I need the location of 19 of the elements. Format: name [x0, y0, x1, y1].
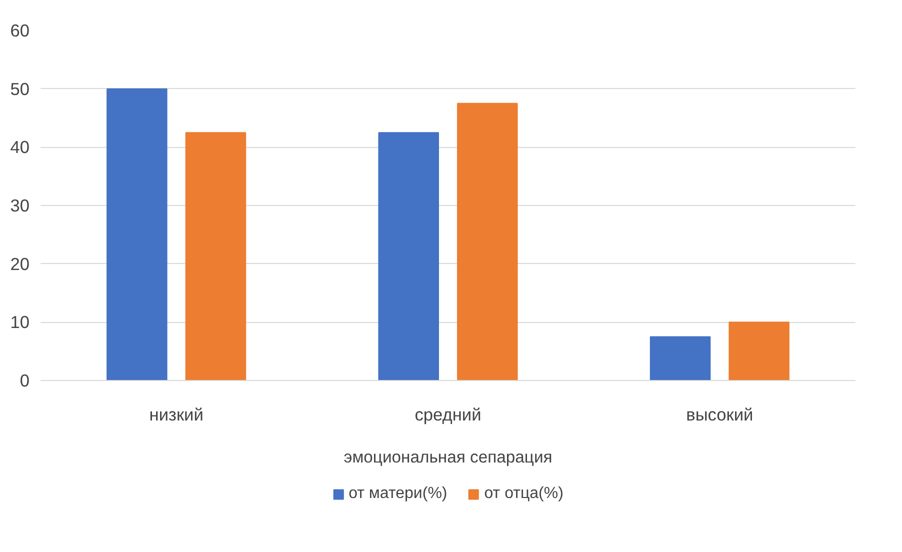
legend-label: от матери(%): [348, 485, 448, 503]
bar: [106, 88, 168, 380]
y-tick-label: 40: [10, 137, 30, 158]
y-tick-label: 0: [20, 370, 30, 390]
y-tick-label: 10: [10, 312, 30, 332]
y-tick-label: 50: [10, 78, 30, 99]
x-tick-label: низкий: [149, 404, 204, 424]
y-tick-label: 30: [10, 196, 30, 216]
bar: [185, 132, 246, 380]
x-axis-title: эмоциональная сепарация: [344, 448, 552, 466]
x-tick-label: высокий: [686, 404, 754, 424]
bar: [650, 336, 711, 380]
bar: [378, 132, 439, 380]
legend-label: от отца(%): [484, 485, 564, 503]
x-tick-label: средний: [414, 404, 482, 424]
y-tick-label: 20: [10, 254, 30, 274]
y-tick-label: 60: [10, 20, 30, 40]
bar: [728, 322, 790, 380]
bar: [457, 102, 518, 380]
